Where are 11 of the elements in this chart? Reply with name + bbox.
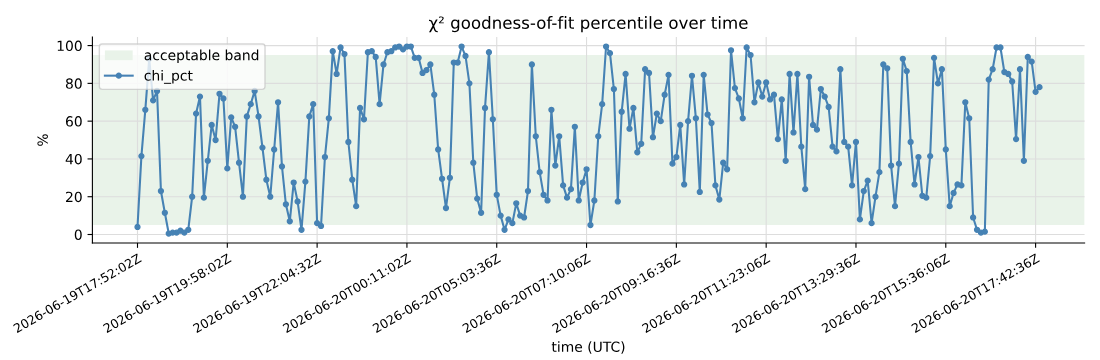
legend-label: chi_pct — [144, 69, 193, 84]
chart-title: χ² goodness-of-fit percentile over time — [429, 16, 748, 33]
y-tick-label: 20 — [66, 191, 82, 203]
y-tick-label: 100 — [57, 40, 82, 52]
y-tick-label: 80 — [65, 78, 82, 89]
y-tick-label: 40 — [65, 153, 82, 165]
y-axis-title: % — [37, 134, 48, 146]
y-tick-label: 0 — [74, 229, 82, 240]
y-tick-label: 60 — [65, 116, 82, 127]
x-axis-title: time (UTC) — [551, 341, 625, 354]
band-label: acceptable band — [144, 49, 259, 64]
